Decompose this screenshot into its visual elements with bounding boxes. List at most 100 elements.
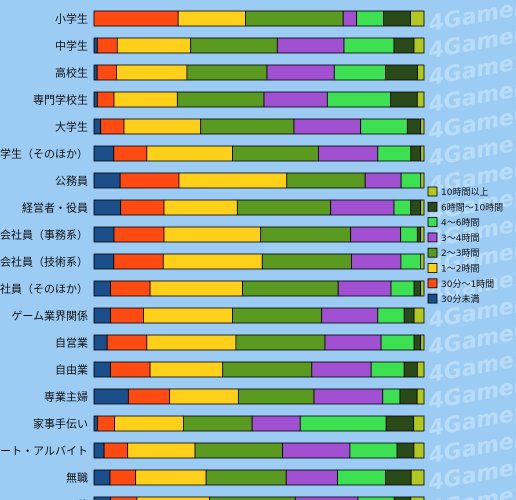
bar-segment <box>385 64 418 81</box>
bar-segment <box>96 91 115 108</box>
bar-segment <box>162 253 263 270</box>
category-label: 経営者・役員 <box>22 201 88 215</box>
bar-segment <box>393 496 412 500</box>
bar-segment <box>337 280 392 297</box>
category-label: 会社員（事務系） <box>0 228 88 242</box>
category-label: 無職 <box>66 471 88 485</box>
bar-segment <box>149 361 224 378</box>
category-label: パート・アルバイト <box>0 445 88 458</box>
bar-segment <box>114 415 184 432</box>
legend-label: 30分～1時間 <box>441 279 494 290</box>
bar-segment <box>413 334 422 351</box>
bar-segment <box>324 334 382 351</box>
category-label: 公務員 <box>55 174 88 188</box>
legend-swatch <box>427 263 438 273</box>
bar-segment <box>93 280 111 297</box>
bar-segment <box>385 469 412 486</box>
bar-segment <box>260 226 352 243</box>
bar-segment <box>222 361 313 378</box>
bar-segment <box>400 253 422 270</box>
bar-segment <box>399 388 418 405</box>
bar-segment <box>410 199 422 216</box>
bar-segment <box>413 415 425 432</box>
bar-segment <box>93 37 98 54</box>
bar-segment <box>149 280 243 297</box>
bar-segment <box>93 361 111 378</box>
bar-segment <box>93 334 108 351</box>
category-label: 専門学校生 <box>33 93 88 107</box>
bar-segment <box>143 307 233 324</box>
legend-label: 1～2時間 <box>441 264 479 275</box>
bar-segment <box>282 442 351 459</box>
bar-segment <box>93 442 105 459</box>
bar-segment <box>120 199 165 216</box>
bar-segment <box>406 118 422 135</box>
bar-segment <box>383 10 411 27</box>
bar-segment <box>390 280 415 297</box>
bar-segment <box>413 307 425 324</box>
bar-segment <box>245 10 344 27</box>
bar-segment <box>356 10 384 27</box>
bar-segment <box>385 415 415 432</box>
bars <box>93 10 425 500</box>
category-label: ゲーム業界関係 <box>11 310 88 323</box>
bar-segment <box>176 91 265 108</box>
category-label: その他 <box>55 499 88 500</box>
bar-segment <box>235 334 326 351</box>
legend-label: 2～3時間 <box>441 248 479 259</box>
bar-segment <box>93 91 98 108</box>
bar-segment <box>113 91 178 108</box>
bar-segment <box>416 91 425 108</box>
watermarks: 4Gamer.net4Gamer.net4Gamer.net4Gamer.net… <box>426 0 516 500</box>
bar-segment <box>93 496 111 500</box>
bar-segment <box>416 388 425 405</box>
bar-segment <box>420 199 425 216</box>
bar-segment <box>400 226 418 243</box>
bar-segment <box>93 388 129 405</box>
bar-segment <box>109 469 137 486</box>
bar-segment <box>420 226 425 243</box>
bar-segment <box>136 496 210 500</box>
legend-swatch <box>427 232 438 243</box>
legend-label: 30分未満 <box>441 293 479 305</box>
bar-segment <box>251 415 301 432</box>
bar-segment <box>370 361 405 378</box>
bar-segment <box>420 280 425 297</box>
bar-segment <box>420 118 425 135</box>
bar-segment <box>261 253 352 270</box>
bar-segment <box>205 469 287 486</box>
bar-segment <box>396 442 415 459</box>
bar-segment <box>410 469 425 486</box>
legend-swatch <box>427 186 438 197</box>
bar-segment <box>420 334 425 351</box>
bar-segment <box>393 199 412 216</box>
bar-segment <box>119 172 180 189</box>
bar-segment <box>410 10 425 27</box>
bar-segment <box>232 307 323 324</box>
legend-label: 10時間以上 <box>441 187 488 198</box>
category-label: 家事手伝い <box>33 417 88 431</box>
bar-segment <box>113 145 148 162</box>
bar-segment <box>266 64 335 81</box>
bar-segment <box>377 307 405 324</box>
bar-segment <box>110 280 151 297</box>
category-label: 中学生 <box>55 39 88 53</box>
bar-segment <box>337 469 386 486</box>
bar-segment <box>364 172 402 189</box>
bar-segment <box>93 226 115 243</box>
category-label: 学生（そのほか） <box>0 147 88 161</box>
category-label: 会社員（そのほか） <box>0 282 88 296</box>
bar-segment <box>177 10 246 27</box>
legend: 10時間以上 6時間～10時間 4～6時間 3～4時間 2～3時間 1～2時間 30分～1時… <box>427 186 503 305</box>
bar-segment <box>410 145 422 162</box>
bar-segment <box>93 145 115 162</box>
legend-label: 3～4時間 <box>441 233 479 244</box>
bar-segment <box>194 442 283 459</box>
bar-segment <box>93 64 98 81</box>
bar-segment <box>232 145 319 162</box>
bar-segment <box>382 388 401 405</box>
bar-segment <box>330 199 395 216</box>
bar-segment <box>350 226 402 243</box>
bar-segment <box>242 280 339 297</box>
